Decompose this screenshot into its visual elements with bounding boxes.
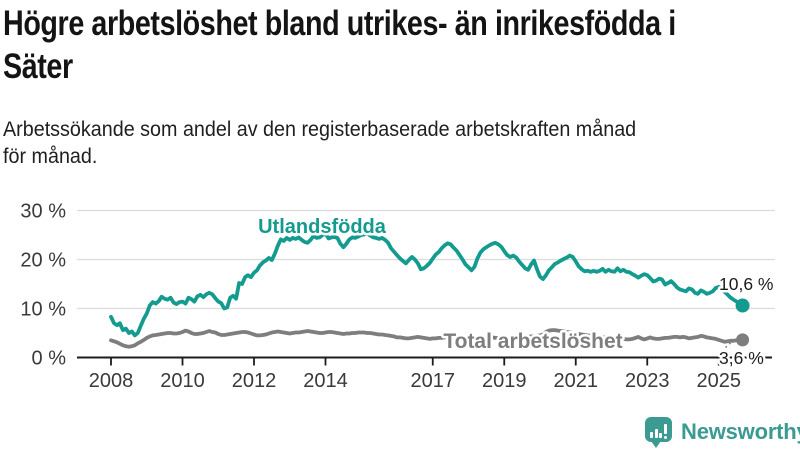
y-tick-label: 10 % [20,299,66,321]
gridlines [77,209,775,310]
exclamation-icon [663,424,667,434]
y-tick-label: 20 % [20,250,66,272]
page-title: Högre arbetslöshet bland utrikes- än inr… [3,2,797,88]
utlandsfodda-line [109,231,745,338]
title-line-2: Säter [3,47,73,86]
x-tick-label: 2019 [482,370,527,392]
x-tick-label: 2023 [625,370,670,392]
newsworthy-badge-icon [645,417,672,442]
x-tick-label: 2012 [232,370,277,392]
x-tick-label: 2014 [303,370,348,392]
end-dots [735,298,750,347]
x-tick-label: 2008 [89,370,134,392]
leader-line-utlandsfodda [722,291,739,302]
chart-subtitle: Arbetssökande som andel av den registerb… [3,116,783,170]
series-label-utlandsfodda: Utlandsfödda [258,216,387,238]
bar-chart-icon [650,432,653,438]
x-tick-label: 2017 [411,370,456,392]
subtitle-line-1: Arbetssökande som andel av den registerb… [3,118,637,141]
leader-line-total [719,340,736,357]
x-axis-labels: 2008 2010 2012 2014 2017 2019 2021 2023 2025 [89,370,741,392]
newsworthy-logo: Newsworthy [645,416,800,448]
total-end-dot [736,333,750,347]
series-lines [109,231,745,349]
subtitle-line-2: för månad. [3,145,98,168]
unemployment-line-chart: 2008 2010 2012 2014 2017 2019 2021 2023 2025 0 %… [20,201,776,393]
x-axis-ticks [110,358,720,366]
y-tick-label: 30 % [20,201,66,223]
x-tick-label: 2021 [554,370,599,392]
x-tick-label: 2010 [160,370,205,392]
series-label-total: Total arbetslöshet [443,330,622,353]
speech-bubble-tail [651,441,661,448]
brand-name: Newsworthy [681,419,800,444]
y-tick-label: 0 % [32,348,67,370]
total-line [109,328,745,349]
x-tick-label: 2025 [697,370,742,392]
end-value-label-utlandsfodda: 10,6 % [719,274,773,294]
y-axis-labels: 0 % 10 % 20 % 30 % [20,201,66,370]
title-line-1: Högre arbetslöshet bland utrikes- än inr… [3,4,676,43]
end-value-label-total: 3,6 % [719,348,764,368]
utlandsfodda-end-dot [735,298,750,313]
